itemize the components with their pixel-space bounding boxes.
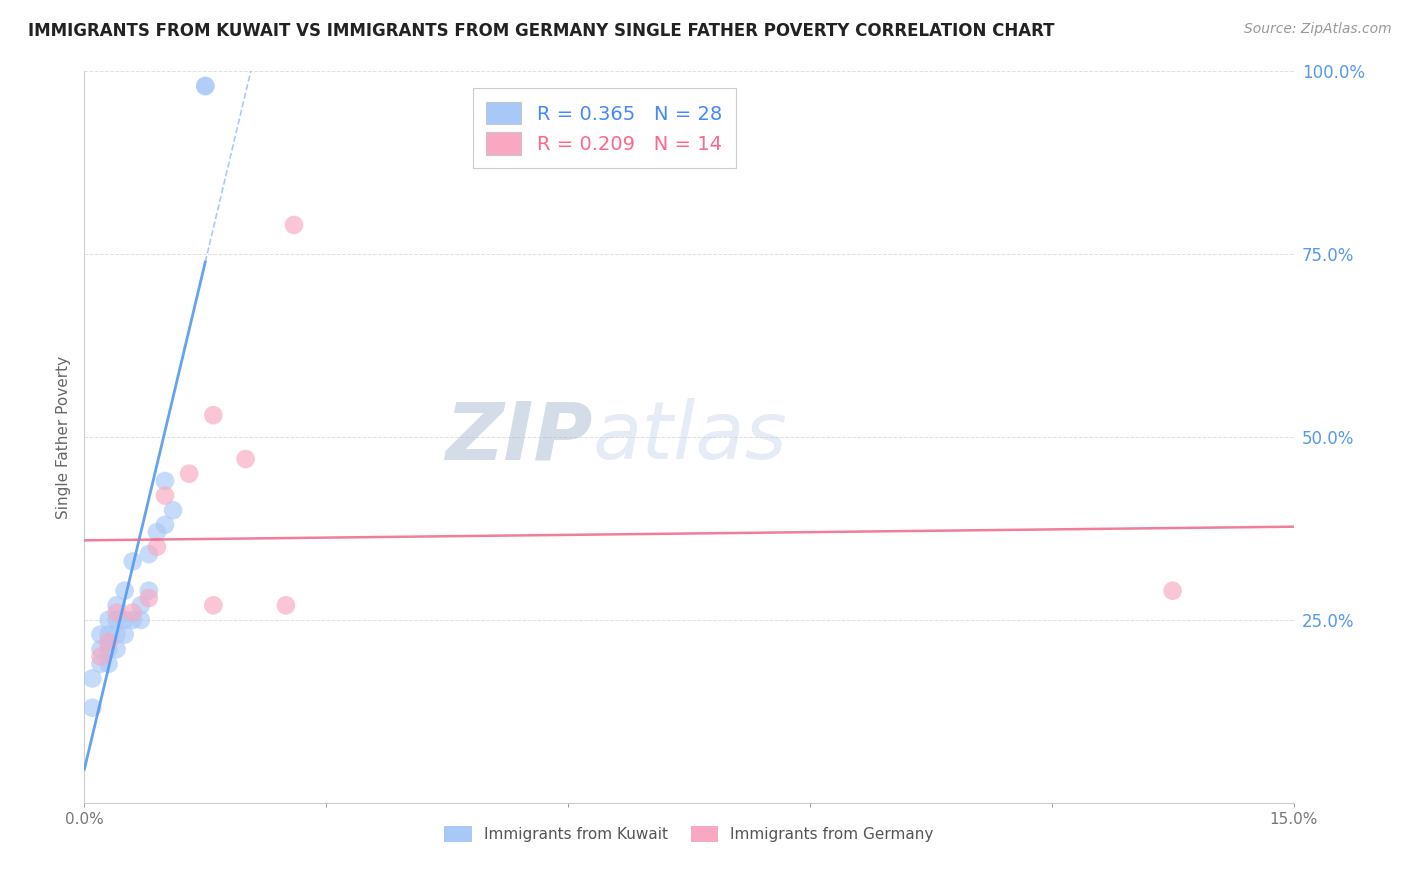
- Point: [89, 649, 111, 664]
- Point: [129, 613, 152, 627]
- Point: [114, 613, 136, 627]
- Point: [138, 583, 160, 598]
- Point: [97, 635, 120, 649]
- Point: [97, 657, 120, 671]
- Point: [202, 599, 225, 613]
- Point: [274, 599, 297, 613]
- Point: [153, 489, 176, 503]
- Point: [283, 218, 305, 232]
- Point: [138, 591, 160, 605]
- Point: [235, 452, 257, 467]
- Point: [89, 657, 111, 671]
- Point: [194, 78, 217, 93]
- Point: [82, 672, 104, 686]
- Point: [105, 599, 128, 613]
- Point: [129, 599, 152, 613]
- Point: [153, 474, 176, 488]
- Point: [89, 627, 111, 641]
- Point: [114, 583, 136, 598]
- Point: [121, 554, 143, 568]
- Point: [97, 627, 120, 641]
- Y-axis label: Single Father Poverty: Single Father Poverty: [56, 356, 72, 518]
- Text: IMMIGRANTS FROM KUWAIT VS IMMIGRANTS FROM GERMANY SINGLE FATHER POVERTY CORRELAT: IMMIGRANTS FROM KUWAIT VS IMMIGRANTS FRO…: [28, 22, 1054, 40]
- Point: [97, 642, 120, 657]
- Point: [105, 627, 128, 641]
- Text: Source: ZipAtlas.com: Source: ZipAtlas.com: [1244, 22, 1392, 37]
- Point: [105, 642, 128, 657]
- Text: ZIP: ZIP: [444, 398, 592, 476]
- Point: [121, 606, 143, 620]
- Point: [162, 503, 184, 517]
- Point: [114, 627, 136, 641]
- Point: [179, 467, 201, 481]
- Point: [105, 606, 128, 620]
- Point: [146, 525, 169, 540]
- Point: [153, 517, 176, 532]
- Point: [194, 78, 217, 93]
- Text: atlas: atlas: [592, 398, 787, 476]
- Point: [82, 700, 104, 714]
- Point: [1161, 583, 1184, 598]
- Point: [89, 642, 111, 657]
- Point: [121, 613, 143, 627]
- Point: [202, 408, 225, 422]
- Point: [138, 547, 160, 561]
- Point: [105, 613, 128, 627]
- Point: [97, 613, 120, 627]
- Legend: Immigrants from Kuwait, Immigrants from Germany: Immigrants from Kuwait, Immigrants from …: [436, 819, 942, 850]
- Point: [146, 540, 169, 554]
